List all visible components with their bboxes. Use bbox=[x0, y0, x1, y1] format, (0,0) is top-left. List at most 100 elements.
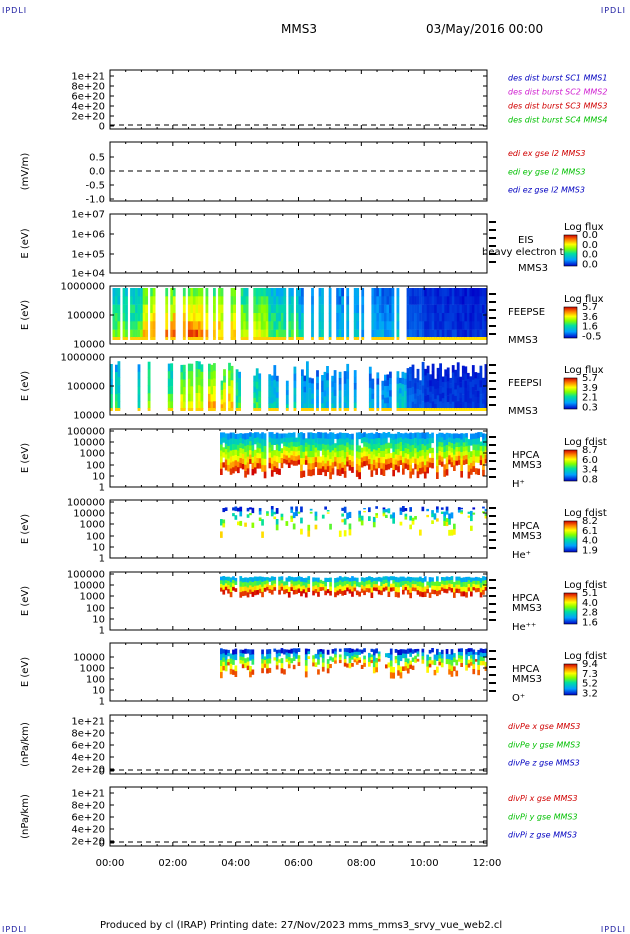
spectrogram-cell bbox=[484, 433, 488, 439]
spectrogram-cell bbox=[411, 386, 415, 395]
spectrogram-cell bbox=[464, 373, 468, 381]
spectrogram-cell bbox=[336, 329, 339, 339]
spectrogram-cell bbox=[479, 450, 483, 456]
colorbar-title: Log flux bbox=[564, 222, 604, 233]
spectrogram-cell bbox=[451, 337, 455, 340]
spectrogram-cell bbox=[316, 408, 319, 411]
spectrogram-cell bbox=[440, 452, 444, 458]
spectrogram-cell bbox=[249, 654, 252, 661]
spectrogram-cell bbox=[270, 304, 274, 314]
spectrogram-cell bbox=[287, 457, 291, 463]
spectrogram-cell bbox=[288, 304, 292, 314]
spectrogram-cell bbox=[261, 586, 264, 593]
spectrogram-cell bbox=[439, 304, 442, 314]
spectrogram-cell bbox=[343, 390, 347, 397]
spectrogram-cell bbox=[343, 506, 347, 513]
spectrogram-cell bbox=[324, 506, 327, 510]
spectrogram-cell bbox=[268, 288, 272, 297]
spectrogram-cell bbox=[476, 329, 480, 339]
spectrogram-cell bbox=[353, 304, 357, 314]
spectrogram-cell bbox=[346, 447, 349, 453]
spectrogram-cell bbox=[323, 402, 327, 410]
spectrogram-cell bbox=[307, 576, 311, 581]
spectrogram-cell bbox=[331, 657, 335, 662]
spectrogram-cell bbox=[285, 459, 289, 465]
spectrogram-cell bbox=[312, 577, 315, 583]
spectrogram-cell bbox=[467, 452, 471, 459]
spectrogram-cell bbox=[135, 296, 138, 305]
spectrogram-cell bbox=[273, 466, 277, 472]
spectrogram-cell bbox=[346, 378, 350, 387]
spectrogram-cell bbox=[220, 408, 224, 411]
spectrogram-cell bbox=[453, 449, 456, 455]
spectrogram-cell bbox=[474, 402, 478, 410]
spectrogram-cell bbox=[268, 667, 272, 673]
spectrogram-cell bbox=[356, 337, 360, 340]
spectrogram-cell bbox=[431, 371, 435, 380]
spectrogram-cell bbox=[283, 329, 287, 339]
spectrogram-cell bbox=[266, 658, 269, 664]
spectrogram-cell bbox=[459, 403, 463, 410]
spectrogram-cell bbox=[381, 304, 385, 314]
spectrogram-cell bbox=[477, 669, 480, 676]
spectrogram-cell bbox=[265, 313, 269, 322]
spectrogram-cell bbox=[460, 439, 463, 447]
spectrogram-cell bbox=[258, 288, 262, 297]
spectrogram-cell bbox=[117, 329, 121, 339]
spectrogram-cell bbox=[333, 408, 337, 411]
spectrogram-cell bbox=[223, 375, 226, 383]
spectrogram-cell bbox=[251, 659, 255, 665]
spectrogram-cell bbox=[372, 661, 376, 668]
spectrogram-cell bbox=[273, 511, 277, 515]
spectrogram-cell bbox=[446, 313, 450, 322]
spectrogram-cell bbox=[300, 451, 303, 459]
spectrogram-cell bbox=[479, 401, 483, 410]
spectrogram-cell bbox=[308, 382, 312, 389]
spectrogram-cell bbox=[338, 432, 342, 439]
spectrogram-cell bbox=[444, 288, 448, 297]
spectrogram-cell bbox=[110, 401, 113, 410]
y-axis-label-hpca_hepp: E (eV) bbox=[20, 586, 31, 616]
spectrogram-cell bbox=[460, 652, 463, 656]
spectrogram-cell bbox=[321, 443, 325, 450]
spectrogram-cell bbox=[462, 591, 466, 597]
spectrogram-cell bbox=[309, 508, 313, 511]
spectrogram-cell bbox=[479, 455, 483, 461]
spectrogram-cell bbox=[256, 590, 260, 595]
spectrogram-cell bbox=[424, 402, 427, 410]
spectrogram-cell bbox=[246, 439, 250, 446]
spectrogram-cell bbox=[416, 438, 420, 446]
spectrogram-cell bbox=[280, 462, 284, 469]
spectrogram-cell bbox=[361, 313, 365, 322]
spectrogram-cell bbox=[243, 288, 246, 297]
spectrogram-cell bbox=[145, 337, 148, 340]
spectrogram-cell bbox=[477, 654, 480, 661]
spectrogram-cell bbox=[436, 590, 439, 597]
spectrogram-cell bbox=[406, 668, 410, 674]
spectrogram-cell bbox=[451, 401, 455, 410]
spectrogram-cell bbox=[436, 288, 440, 297]
spectrogram-cell bbox=[406, 296, 410, 305]
colorbar-value: 0.8 bbox=[582, 474, 598, 485]
spectrogram-cell bbox=[450, 660, 454, 666]
spectrogram-cell bbox=[210, 364, 214, 373]
spectrogram-cell bbox=[423, 465, 427, 472]
spectrogram-cell bbox=[253, 288, 257, 297]
spectrogram-cell bbox=[416, 313, 420, 322]
spectrogram-cell bbox=[170, 363, 174, 372]
spectrogram-cell bbox=[438, 586, 442, 591]
spectrogram-cell bbox=[346, 456, 349, 462]
spectrogram-cell bbox=[135, 313, 138, 322]
spectrogram-cell bbox=[404, 378, 407, 386]
spectrogram-cell bbox=[411, 394, 415, 402]
spectrogram-cell bbox=[312, 590, 315, 596]
spectrogram-cell bbox=[336, 337, 339, 340]
spectrogram-cell bbox=[251, 522, 255, 528]
spectrogram-cell bbox=[311, 329, 314, 339]
spectrogram-cell bbox=[273, 394, 277, 402]
spectrogram-cell bbox=[229, 653, 233, 659]
spectrogram-cell bbox=[397, 582, 400, 588]
spectrogram-cell bbox=[428, 660, 432, 664]
spectrogram-cell bbox=[336, 313, 339, 322]
spectrogram-cell bbox=[195, 337, 199, 340]
